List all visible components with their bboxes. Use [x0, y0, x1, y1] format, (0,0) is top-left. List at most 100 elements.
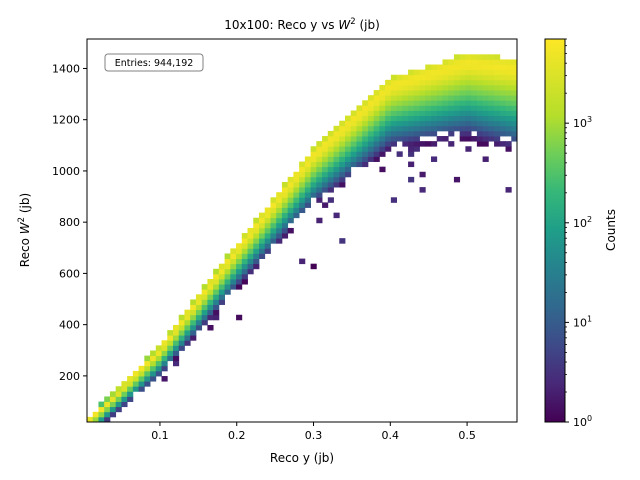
- heatmap-cell: [155, 360, 162, 367]
- heatmap-cell: [505, 115, 512, 122]
- heatmap-cell: [390, 130, 397, 137]
- heatmap-cell: [402, 130, 409, 137]
- heatmap-cell: [465, 115, 472, 122]
- heatmap-cell: [287, 176, 294, 183]
- heatmap-cell: [345, 141, 352, 147]
- heatmap-cell: [436, 79, 443, 86]
- heatmap-cell: [373, 146, 380, 152]
- heatmap-cell: [385, 130, 392, 137]
- heatmap-cell: [408, 90, 415, 96]
- heatmap-cell: [327, 176, 334, 183]
- heatmap-cell: [195, 314, 203, 321]
- heatmap-cell: [419, 125, 426, 132]
- heatmap-cell: [213, 309, 220, 316]
- heatmap-cell: [109, 406, 117, 413]
- heatmap-cell: [299, 202, 306, 208]
- heatmap-cell: [173, 335, 180, 341]
- heatmap-cell: [413, 120, 420, 127]
- heatmap-cell: [476, 74, 483, 81]
- heatmap-cell: [396, 130, 403, 137]
- heatmap-cell: [195, 309, 203, 316]
- heatmap-cell: [316, 217, 323, 224]
- heatmap-cell: [184, 309, 191, 316]
- heatmap-cell: [465, 100, 472, 106]
- heatmap-cell: [425, 125, 432, 132]
- heatmap-cell: [448, 105, 455, 111]
- heatmap-cell: [488, 74, 495, 81]
- heatmap-cell: [236, 258, 243, 265]
- heatmap-cell: [476, 69, 483, 76]
- heatmap-cell: [442, 90, 449, 96]
- heatmap-cell: [408, 74, 415, 81]
- heatmap-cell: [390, 115, 397, 122]
- heatmap-cell: [413, 110, 420, 116]
- heatmap-cell: [190, 319, 197, 326]
- heatmap-cell: [339, 176, 346, 183]
- heatmap-cell: [356, 151, 363, 157]
- heatmap-cell: [293, 212, 300, 219]
- heatmap-cell: [276, 238, 283, 244]
- heatmap-cell: [350, 156, 357, 162]
- heatmap-cell: [488, 125, 495, 132]
- heatmap-cell: [505, 74, 512, 81]
- heatmap-cell: [362, 146, 369, 152]
- heatmap-cell: [356, 136, 363, 142]
- heatmap-cell: [362, 120, 369, 127]
- heatmap-cell: [322, 156, 329, 162]
- heatmap-cell: [184, 330, 191, 336]
- heatmap-cell: [505, 59, 512, 65]
- heatmap-cell: [150, 355, 157, 362]
- heatmap-cell: [207, 324, 214, 331]
- heatmap-cell: [511, 64, 517, 71]
- heatmap-cell: [287, 197, 294, 203]
- heatmap-cell: [482, 141, 489, 147]
- heatmap-cell: [167, 350, 174, 357]
- entries-annotation: Entries: 944,192: [104, 53, 204, 72]
- heatmap-cell: [287, 202, 294, 208]
- heatmap-cell: [499, 84, 506, 91]
- heatmap-cell: [150, 376, 157, 382]
- heatmap-cell: [505, 187, 512, 193]
- heatmap-cell: [287, 217, 294, 224]
- heatmap-cell: [293, 176, 300, 183]
- heatmap-cell: [385, 105, 392, 111]
- heatmap-cell: [115, 396, 122, 402]
- heatmap-cell: [453, 176, 461, 183]
- heatmap-cell: [299, 171, 306, 178]
- heatmap-cell: [241, 233, 248, 239]
- heatmap-cell: [138, 365, 145, 372]
- heatmap-cell: [482, 125, 489, 132]
- heatmap-cell: [264, 217, 271, 224]
- heatmap-cell: [413, 146, 420, 152]
- heatmap-cell: [431, 130, 438, 137]
- heatmap-cell: [476, 125, 483, 132]
- heatmap-cell: [304, 166, 311, 173]
- heatmap-cell: [431, 64, 438, 71]
- heatmap-cell: [453, 59, 461, 65]
- heatmap-cell: [436, 100, 443, 106]
- heatmap-cell: [310, 176, 317, 183]
- heatmap-cell: [270, 207, 277, 214]
- heatmap-cell: [316, 197, 323, 203]
- heatmap-cell: [448, 115, 455, 122]
- heatmap-cell: [442, 105, 449, 111]
- heatmap-cell: [345, 120, 352, 127]
- heatmap-cell: [333, 171, 340, 178]
- heatmap-cell: [488, 95, 495, 101]
- heatmap-cell: [150, 350, 157, 357]
- heatmap-cell: [385, 79, 392, 86]
- heatmap-cell: [109, 411, 117, 418]
- heatmap-cell: [408, 100, 415, 106]
- heatmap-cell: [345, 166, 352, 173]
- heatmap-cell: [396, 151, 403, 157]
- x-tick-label: 0.3: [305, 429, 323, 442]
- heatmap-cell: [322, 146, 329, 152]
- heatmap-cell: [178, 314, 185, 321]
- heatmap-cell: [482, 79, 489, 86]
- heatmap-cell: [339, 181, 346, 188]
- heatmap-cell: [293, 181, 300, 188]
- heatmap-cell: [505, 64, 512, 71]
- heatmap-cell: [396, 100, 403, 106]
- heatmap-cell: [207, 279, 214, 285]
- heatmap-cell: [419, 110, 426, 116]
